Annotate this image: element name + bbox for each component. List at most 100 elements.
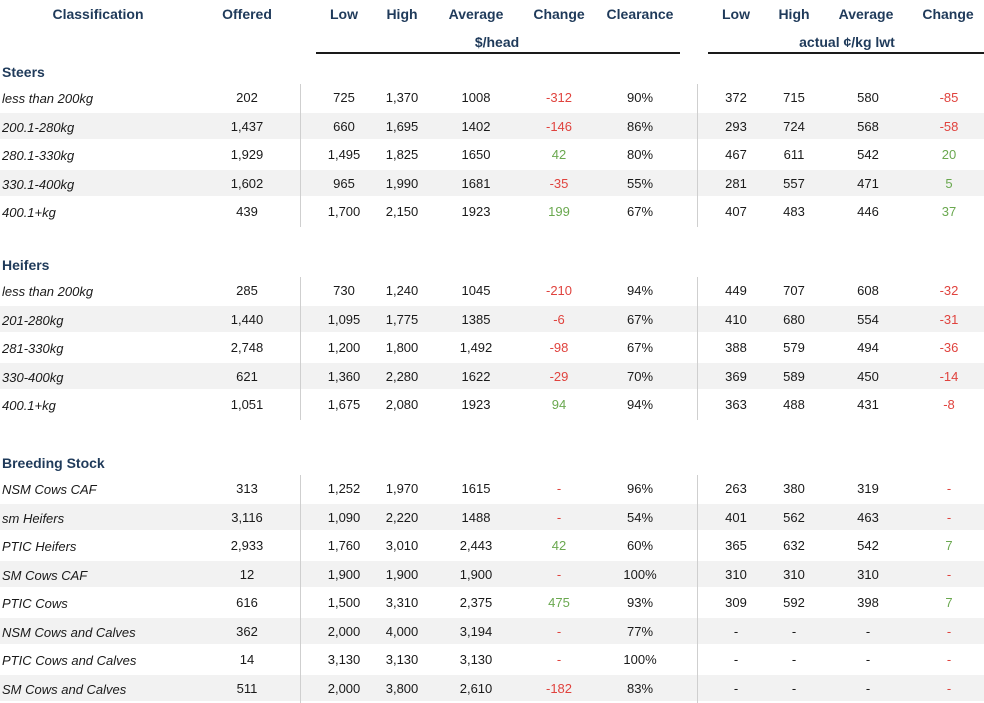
row-label: less than 200kg [2,91,94,106]
cell-change2: -36 [939,340,959,355]
cell-low: 1,500 [327,595,361,610]
cell-avg2: 471 [857,175,879,191]
cell-low2: 388 [725,340,747,355]
cell-low: 2,000 [327,623,361,639]
cell-avg: 1650 [461,147,491,162]
cell-high2: 592 [783,595,805,610]
row-shade [0,617,984,644]
cell-offered: 1,440 [230,311,264,327]
cell-high: 2,080 [385,397,419,412]
cell-high2: 380 [783,481,805,496]
cell-low2: 410 [725,311,747,327]
cell-low: 1,760 [327,538,361,553]
cell-high: 1,970 [385,481,419,496]
header-low: Low [330,6,358,22]
cell-low2: - [733,680,739,696]
cell-low: 1,090 [327,509,361,525]
cell-avg: 1681 [461,175,491,191]
cell-clearance: 67% [626,340,654,355]
column-divider [697,475,698,703]
cell-high: 3,310 [385,595,419,610]
cell-avg2: 446 [857,204,879,219]
cell-change2: 37 [941,204,957,219]
cell-change: 42 [551,147,567,162]
cell-low2: 263 [725,481,747,496]
cell-offered: 511 [236,680,258,696]
cell-avg: 1385 [461,311,491,327]
cell-clearance: 94% [626,283,654,298]
header-offered: Offered [222,6,272,22]
cell-clearance: 77% [626,623,654,639]
cell-avg: 1008 [461,90,491,105]
cell-clearance: 94% [626,397,654,412]
cell-high2: 488 [783,397,805,412]
cell-low: 1,900 [327,566,361,582]
cell-change2: - [946,566,952,582]
cell-change: 475 [548,595,570,610]
cell-change2: - [946,680,952,696]
cell-avg: 3,130 [459,652,493,667]
row-label: 330.1-400kg [2,176,75,192]
cell-clearance: 86% [626,118,654,134]
cell-avg: 1615 [461,481,491,496]
cell-high2: 483 [783,204,805,219]
row-shade [0,560,984,587]
column-divider [697,277,698,420]
column-divider [300,475,301,703]
cell-high2: 715 [783,90,805,105]
cell-low: 1,495 [327,147,361,162]
cell-clearance: 67% [626,204,654,219]
row-shade [0,169,984,196]
cell-high: 1,800 [385,340,419,355]
row-label: 201-280kg [2,312,64,328]
cell-low: 1,095 [327,311,361,327]
cell-avg: 2,375 [459,595,493,610]
cell-avg: 2,610 [459,680,493,696]
cell-offered: 313 [236,481,258,496]
cell-change2: - [946,509,952,525]
cell-offered: 202 [236,90,258,105]
header-low2: Low [722,6,750,22]
cell-high: 1,990 [385,175,419,191]
row-shade [0,503,984,530]
row-label: 400.1+kg [2,205,56,220]
cell-avg2: 450 [857,368,879,384]
cell-change: -35 [549,175,569,191]
cell-change: -146 [545,118,573,134]
row-label: NSM Cows CAF [2,482,97,497]
cell-avg2: - [865,652,871,667]
header-average: Average [448,6,504,22]
row-label: sm Heifers [2,510,65,526]
cell-low2: 372 [725,90,747,105]
cell-high: 2,280 [385,368,419,384]
cell-low2: 293 [725,118,747,134]
cell-avg: 1488 [461,509,491,525]
cell-low2: 281 [725,175,747,191]
cell-low: 3,130 [327,652,361,667]
cell-high2: 310 [783,566,805,582]
cell-change2: -8 [943,397,955,412]
cell-avg2: 608 [857,283,879,298]
cell-high2: 632 [783,538,805,553]
cell-avg2: 554 [857,311,879,327]
cell-high: 1,370 [385,90,419,105]
cell-avg: 1402 [461,118,491,134]
cell-low2: 449 [725,283,747,298]
cell-high2: - [791,623,797,639]
cell-low: 730 [333,283,355,298]
head-columns-underline [316,52,680,54]
cell-avg2: - [865,623,871,639]
row-label: PTIC Heifers [2,539,77,554]
cell-clearance: 83% [626,680,654,696]
row-shade [0,674,984,701]
cell-low: 1,252 [327,481,361,496]
cell-low2: 365 [725,538,747,553]
row-label: SM Cows CAF [2,567,88,583]
cell-change: - [556,509,562,525]
cell-offered: 362 [236,623,258,639]
cell-change2: -85 [939,90,959,105]
cell-high2: 579 [783,340,805,355]
cell-clearance: 96% [626,481,654,496]
cell-offered: 1,051 [230,397,264,412]
cell-low: 1,700 [327,204,361,219]
